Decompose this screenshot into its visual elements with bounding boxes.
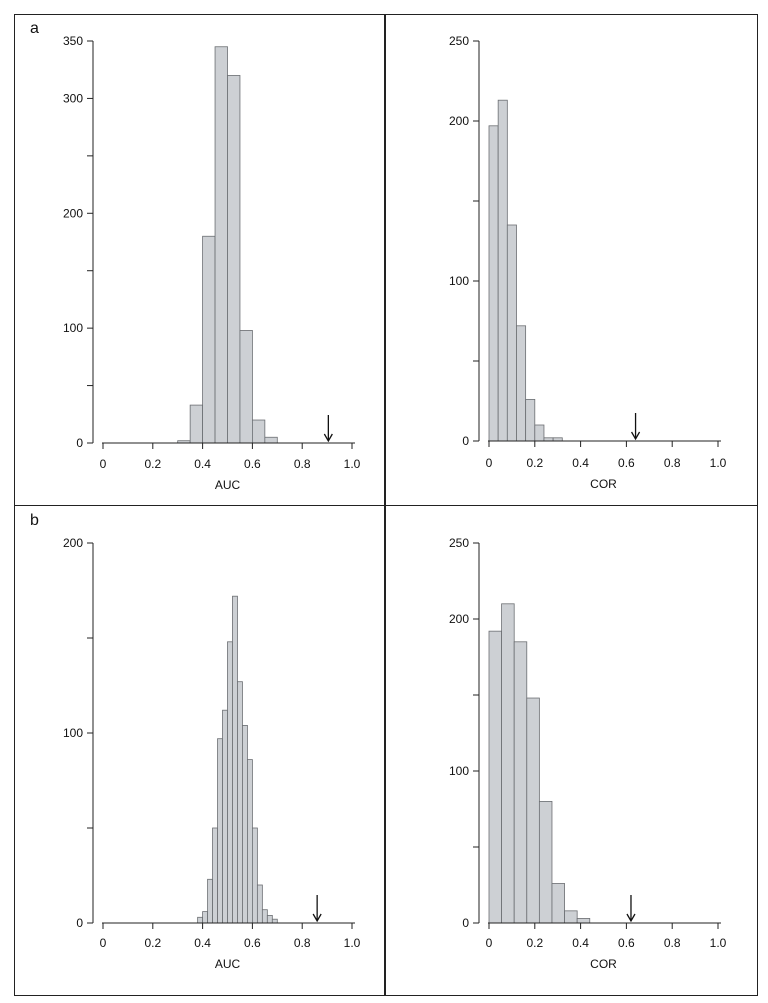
histogram-bar [227,641,233,924]
histogram-bar [271,918,278,924]
chart-a-auc: 0 100 200 300 350 0 0.2 0.4 0.6 0.8 1.0 AUC [63,34,361,492]
y-tick-label: 200 [449,612,469,626]
y-tick-label: 200 [63,536,83,550]
x-tick-label: 1.0 [344,457,361,471]
x-tick-label: 0.8 [294,457,311,471]
histogram-bar [266,915,273,924]
x-tick-label: 0.4 [572,456,589,470]
histogram-bar [525,398,536,442]
x-tick-label: 0.6 [618,936,635,950]
y-tick-label: 350 [63,34,83,48]
y-tick-label: 100 [63,321,83,335]
x-tick-label: 0.8 [664,456,681,470]
histogram-bar [207,878,213,924]
y-tick-label: 0 [462,434,469,448]
histogram-bar [214,46,228,444]
x-tick-label: 0.2 [526,456,543,470]
histogram-bar [551,883,565,924]
histogram-bar [217,738,223,924]
y-tick-label: 0 [462,916,469,930]
histogram-bar [501,603,515,924]
x-axis-label: AUC [215,957,241,971]
y-tick-label: 250 [449,536,469,550]
observed-value-arrow [626,895,636,923]
histogram-bar [526,697,540,924]
x-tick-label: 0.2 [144,457,161,471]
chart-b-auc: 0 100 200 0 0.2 0.4 0.6 0.8 1.0 AUC [63,536,361,971]
x-tick-label: 0.4 [194,936,211,950]
x-tick-label: 0.6 [244,457,261,471]
x-tick-label: 0.2 [144,936,161,950]
histogram-bar [506,224,517,442]
histogram-bar [488,125,499,442]
histogram-bar [189,404,203,444]
x-tick-label: 0.8 [664,936,681,950]
panel-b-frame [14,505,758,996]
histogram-bar [251,827,258,924]
observed-value-arrow [312,895,322,923]
histogram-bar [576,918,591,924]
y-tick-label: 100 [449,764,469,778]
x-tick-label: 0.6 [618,456,635,470]
panel-label-a: a [30,20,39,37]
chart-a-cor: 0 100 200 250 0 0.2 0.4 0.6 0.8 1.0 COR [449,34,727,491]
x-tick-label: 0 [486,936,493,950]
histogram-bar [247,759,253,924]
observed-value-arrow [630,413,641,441]
x-axis-label: COR [590,477,617,491]
x-tick-label: 0.4 [194,457,211,471]
histogram-bar [516,325,527,442]
histogram-bar [264,436,278,444]
x-tick-label: 0 [100,457,107,471]
x-tick-label: 0.8 [294,936,311,950]
histogram-bar [256,884,263,924]
y-tick-label: 100 [63,726,83,740]
histogram-bar [251,419,266,444]
histogram-bar [237,681,243,924]
panel-label-b: b [30,512,39,529]
y-tick-label: 0 [76,436,83,450]
x-tick-label: 0.6 [244,936,261,950]
histogram-bar [212,827,218,924]
histogram-bar [202,911,208,924]
x-tick-label: 0 [486,456,493,470]
histogram-bar [222,709,228,924]
histogram-bar [497,99,508,442]
histogram-bar [202,235,216,444]
y-tick-label: 250 [449,34,469,48]
histogram-bar [197,916,203,924]
x-tick-label: 0.2 [526,936,543,950]
histogram-bar [242,725,248,924]
histogram-bar [239,330,253,444]
x-axis-label: COR [590,957,617,971]
histogram-bar [564,910,578,924]
histogram-bar [513,641,528,924]
chart-b-cor: 0 100 200 250 0 0.2 0.4 0.6 0.8 1.0 COR [449,536,727,971]
x-axis-label: AUC [215,478,241,492]
y-tick-label: 200 [449,114,469,128]
x-tick-label: 1.0 [710,936,727,950]
histogram-bar [261,909,268,924]
x-tick-label: 1.0 [344,936,361,950]
panel-divider [384,14,386,996]
y-tick-label: 300 [63,91,83,105]
x-tick-label: 0.4 [572,936,589,950]
x-tick-label: 1.0 [710,456,727,470]
histogram-bar [232,595,238,924]
y-tick-label: 200 [63,206,83,220]
y-tick-label: 100 [449,274,469,288]
x-tick-label: 0 [100,936,107,950]
y-tick-label: 0 [76,916,83,930]
observed-value-arrow [323,415,333,443]
histogram-bar [227,75,241,444]
histogram-bar [534,424,545,442]
histogram-bar [488,630,502,924]
histogram-bar [538,801,553,924]
